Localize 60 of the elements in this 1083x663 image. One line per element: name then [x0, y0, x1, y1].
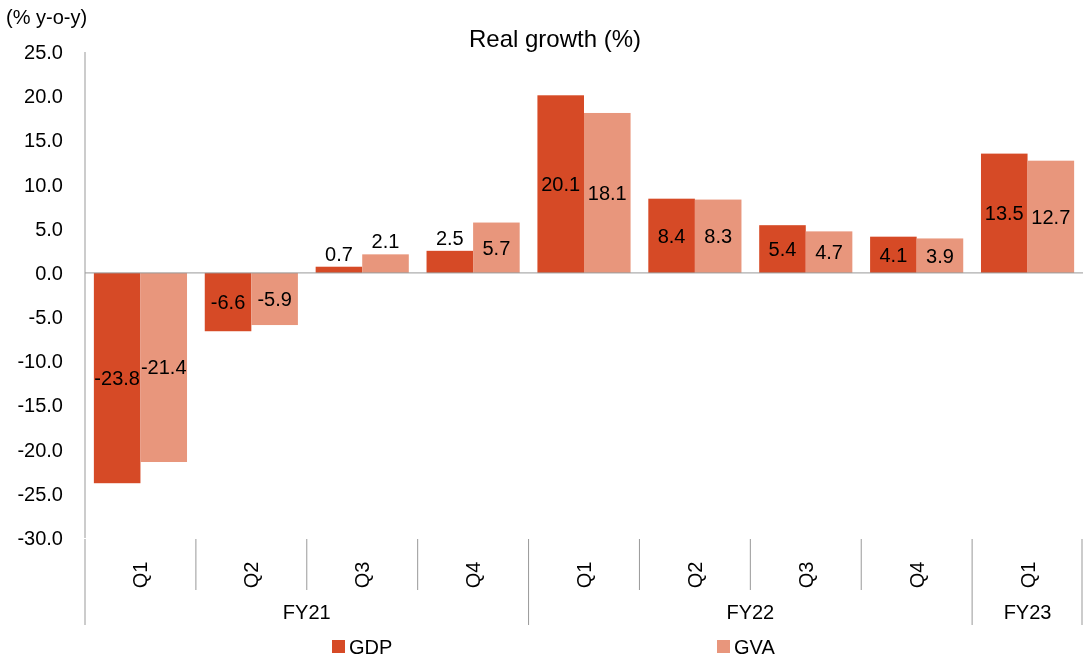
data-label: 0.7 — [325, 242, 353, 265]
y-tick-label: -10.0 — [17, 350, 63, 373]
bar — [584, 112, 631, 273]
y-tick-label: -20.0 — [17, 438, 63, 461]
y-tick-label: 5.0 — [35, 217, 63, 240]
data-label: 4.7 — [815, 241, 843, 264]
data-label: 5.7 — [482, 236, 511, 259]
y-tick-label: 25.0 — [24, 41, 63, 63]
y-tick-label: -5.0 — [28, 306, 63, 329]
data-label: 3.9 — [926, 244, 954, 267]
data-label: 2.1 — [371, 230, 400, 253]
y-tick-label: 20.0 — [24, 85, 63, 108]
bar — [93, 272, 141, 484]
y-tick-label: -25.0 — [17, 482, 63, 505]
x-tick-label: Q1 — [129, 561, 152, 589]
bar — [473, 222, 520, 273]
y-tick-label: -30.0 — [17, 527, 63, 549]
bar — [648, 198, 695, 273]
data-label: 5.4 — [768, 238, 797, 261]
text: FY22 — [726, 601, 775, 623]
bar — [426, 250, 474, 273]
bar — [140, 272, 188, 463]
legend-label: GDP — [349, 636, 393, 658]
bar — [362, 254, 409, 273]
data-label: 2.5 — [435, 226, 464, 249]
y-tick-label: 15.0 — [24, 129, 63, 152]
x-tick-label: Q4 — [462, 561, 485, 589]
data-label: -6.6 — [210, 291, 246, 314]
legend-label: GVA — [734, 636, 776, 658]
text: FY23 — [1003, 601, 1052, 623]
data-label: 12.7 — [1031, 205, 1071, 228]
x-tick-label: Q4 — [905, 561, 928, 589]
data-label: -21.4 — [140, 356, 187, 379]
bar — [251, 272, 298, 326]
text: FY21 — [282, 601, 331, 623]
data-label: 8.4 — [657, 224, 686, 247]
y-axis-title: (% y-o-y) — [6, 6, 88, 28]
data-label: 20.1 — [541, 173, 581, 196]
bar — [759, 225, 806, 273]
data-label: 4.1 — [879, 243, 908, 266]
y-tick-label: -15.0 — [17, 394, 63, 417]
x-tick-label: Q1 — [1016, 561, 1039, 589]
y-tick-label: 10.0 — [24, 173, 63, 196]
bar — [1027, 160, 1075, 273]
x-tick-label: Q3 — [794, 561, 817, 589]
x-tick-label: Q2 — [240, 561, 263, 589]
bar — [537, 95, 584, 273]
data-label: 13.5 — [984, 202, 1024, 225]
data-label: -5.9 — [257, 287, 292, 310]
x-tick-label: Q1 — [573, 561, 595, 589]
y-tick-label: 0.0 — [35, 261, 63, 284]
data-label: 8.3 — [704, 225, 733, 248]
bar — [980, 153, 1028, 273]
bar — [805, 231, 853, 273]
bar — [694, 199, 742, 273]
x-tick-label: Q2 — [683, 561, 706, 589]
data-label: 18.1 — [587, 181, 627, 204]
x-tick-label: Q3 — [351, 561, 374, 589]
chart-title: Real growth (%) — [468, 25, 642, 52]
data-label: -23.8 — [94, 367, 140, 390]
